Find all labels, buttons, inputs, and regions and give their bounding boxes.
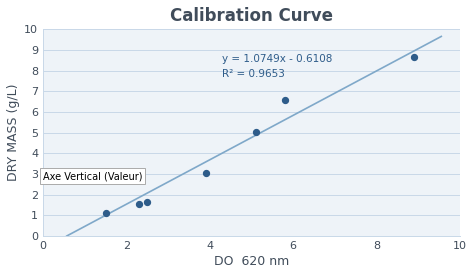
Point <box>252 130 259 134</box>
Text: y = 1.0749x - 0.6108
R² = 0.9653: y = 1.0749x - 0.6108 R² = 0.9653 <box>222 54 333 79</box>
Point <box>102 211 109 216</box>
X-axis label: DO  620 nm: DO 620 nm <box>214 255 289 268</box>
Y-axis label: DRY MASS (g/L): DRY MASS (g/L) <box>7 84 20 182</box>
Text: Axe Vertical (Valeur): Axe Vertical (Valeur) <box>43 171 143 181</box>
Point <box>144 200 151 204</box>
Point <box>135 202 143 206</box>
Point <box>410 55 418 59</box>
Title: Calibration Curve: Calibration Curve <box>170 7 333 25</box>
Point <box>281 97 289 102</box>
Point <box>202 171 210 175</box>
